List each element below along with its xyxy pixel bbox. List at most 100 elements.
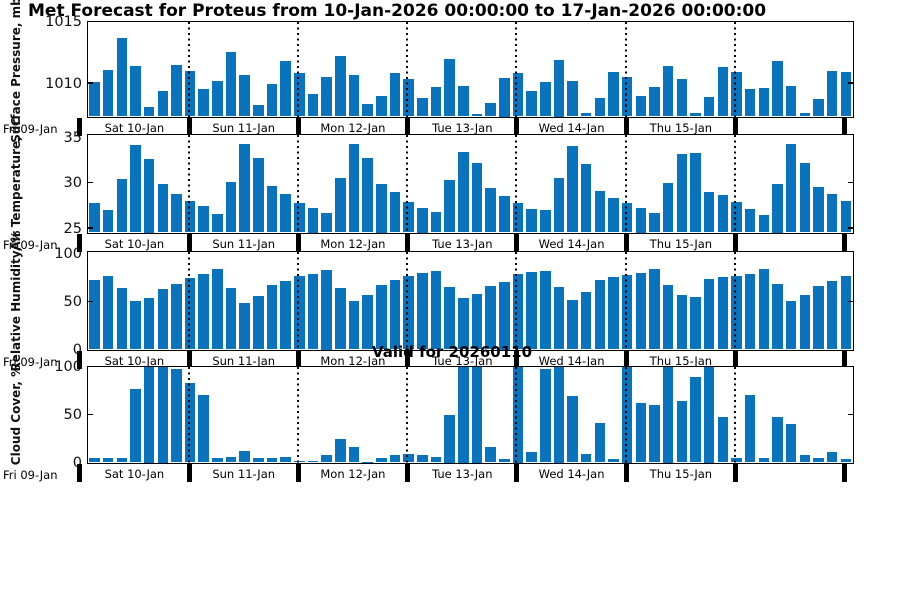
bar-relative-humidity: [444, 287, 455, 350]
bar-air-temperature: [676, 154, 688, 233]
bar-cloud-cover: [348, 447, 360, 463]
day-boundary-tick: [842, 350, 848, 369]
bar-relative-humidity: [266, 285, 278, 350]
bar-air-temperature: [157, 184, 168, 233]
bar-air-temperature: [758, 215, 770, 233]
bar-air-temperature: [703, 191, 715, 233]
day-label: Wed 14-Jan: [538, 353, 605, 368]
bar-relative-humidity: [485, 286, 496, 350]
bar-relative-humidity: [499, 282, 510, 350]
bar-air-temperature: [266, 186, 278, 233]
day-boundary-tick: [405, 117, 411, 136]
bar-cloud-cover: [389, 454, 401, 463]
day-boundary-line: [296, 134, 299, 233]
bar-relative-humidity: [649, 268, 660, 350]
bar-air-temperature: [417, 208, 428, 233]
bar-cloud-cover: [717, 417, 729, 463]
bar-air-temperature: [102, 209, 114, 233]
bar-surface-pressure: [403, 79, 414, 117]
bar-surface-pressure: [690, 112, 701, 117]
bar-surface-pressure: [171, 64, 182, 117]
day-label: Thu 15-Jan: [649, 236, 713, 251]
bar-surface-pressure: [580, 112, 592, 117]
y-tickmark: [87, 82, 93, 84]
day-label-row: Sat 10-Jan Sun 11-Jan Mon 12-Jan Tue 13-Jan…: [77, 463, 853, 484]
bar-air-temperature: [116, 178, 128, 233]
bar-cloud-cover: [403, 453, 414, 463]
bar-cloud-cover: [321, 454, 332, 463]
bar-cloud-cover: [676, 401, 688, 463]
bar-relative-humidity: [335, 288, 346, 350]
bar-surface-pressure: [676, 79, 688, 117]
day-label: Sat 10-Jan: [104, 466, 165, 481]
bar-surface-pressure: [703, 96, 715, 117]
bar-relative-humidity: [376, 285, 387, 350]
bar-air-temperature: [772, 183, 783, 233]
bar-cloud-cover: [662, 366, 674, 463]
bar-cloud-cover: [458, 366, 469, 463]
bar-surface-pressure: [608, 72, 619, 117]
bar-surface-pressure: [567, 80, 578, 117]
bar-cloud-cover: [417, 454, 428, 463]
bar-cloud-cover: [294, 460, 305, 463]
bar-cloud-cover: [471, 366, 483, 463]
bar-air-temperature: [430, 211, 442, 233]
bar-cloud-cover: [157, 366, 168, 463]
bar-surface-pressure: [102, 69, 114, 117]
plot-area-relative-humidity: [86, 250, 854, 351]
bar-surface-pressure: [225, 52, 237, 117]
bar-surface-pressure: [389, 73, 401, 117]
day-boundary-line: [187, 134, 190, 233]
bar-surface-pressure: [348, 74, 360, 117]
bar-relative-humidity: [731, 275, 742, 350]
bar-relative-humidity: [198, 273, 209, 350]
y-tick-label: 0: [20, 341, 82, 359]
bar-surface-pressure: [744, 89, 756, 117]
day-label: Sun 11-Jan: [212, 120, 276, 135]
bar-surface-pressure: [130, 65, 141, 117]
bar-surface-pressure: [526, 90, 537, 117]
day-boundary-tick: [733, 463, 738, 482]
bar-cloud-cover: [198, 395, 209, 463]
bar-cloud-cover: [184, 382, 196, 463]
day-boundary-tick: [733, 117, 738, 136]
day-boundary-tick: [77, 233, 83, 252]
bar-cloud-cover: [362, 461, 373, 463]
bar-surface-pressure: [376, 95, 387, 117]
bar-surface-pressure: [635, 95, 647, 117]
day-label: Thu 15-Jan: [649, 353, 713, 368]
bar-cloud-cover: [499, 458, 510, 463]
day-label: Sat 10-Jan: [104, 120, 165, 135]
y-tickmark: [847, 413, 853, 416]
bar-relative-humidity: [307, 273, 319, 350]
bar-cloud-cover: [540, 369, 551, 463]
bar-air-temperature: [635, 208, 647, 233]
day-boundary-line: [734, 251, 736, 350]
bar-surface-pressure: [184, 70, 196, 117]
bar-relative-humidity: [799, 294, 811, 350]
bar-air-temperature: [253, 158, 264, 233]
bar-air-temperature: [608, 198, 619, 233]
bar-air-temperature: [813, 187, 824, 233]
bar-relative-humidity: [116, 288, 128, 350]
bar-cloud-cover: [567, 396, 578, 463]
bar-air-temperature: [512, 203, 524, 233]
bar-cloud-cover: [266, 457, 278, 463]
bar-relative-humidity: [417, 272, 428, 350]
bar-surface-pressure: [157, 90, 168, 117]
day-boundary-tick: [842, 233, 848, 252]
bar-cloud-cover: [758, 457, 770, 463]
bar-relative-humidity: [840, 276, 852, 350]
bar-relative-humidity: [580, 291, 592, 350]
bar-surface-pressure: [266, 84, 278, 117]
bar-surface-pressure: [540, 81, 551, 117]
bar-surface-pressure: [840, 72, 852, 117]
day-boundary-tick: [623, 117, 629, 136]
bar-surface-pressure: [362, 104, 373, 117]
bar-relative-humidity: [212, 268, 223, 350]
plot-area-surface-pressure: [86, 20, 854, 118]
day-boundary-tick: [514, 117, 520, 136]
day-boundary-line: [187, 251, 190, 350]
bar-relative-humidity: [321, 269, 332, 350]
y-tick-label: 1010: [45, 75, 82, 92]
